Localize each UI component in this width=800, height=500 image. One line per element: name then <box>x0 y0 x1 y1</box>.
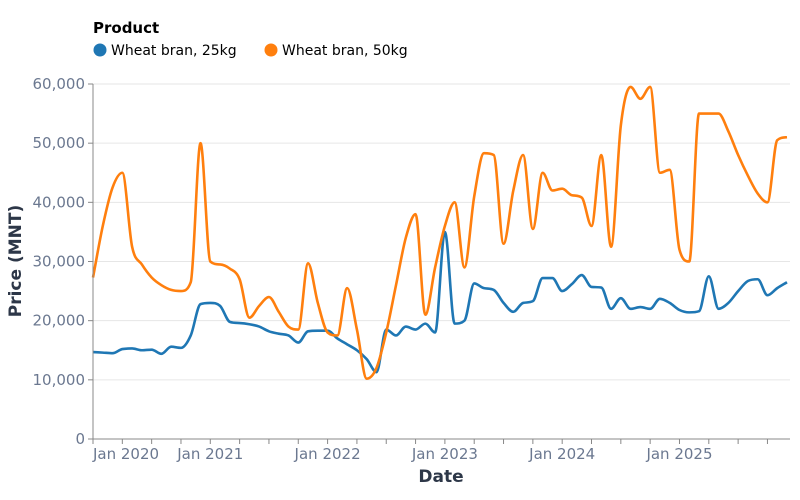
legend-label-25kg: Wheat bran, 25kg <box>111 43 237 59</box>
x-tick-label: Jan 2024 <box>528 445 595 463</box>
axes: 0 10,000 20,000 30,000 40,000 50,000 60,000 Jan… <box>33 75 790 463</box>
x-tick-label: Jan 2020 <box>92 445 159 463</box>
legend-title: Product <box>93 19 159 37</box>
legend-swatch-50kg <box>264 43 278 57</box>
y-tick-label: 30,000 <box>33 253 86 271</box>
y-tick-label: 10,000 <box>33 371 86 389</box>
y-tick-label: 20,000 <box>33 312 86 330</box>
legend-label-50kg: Wheat bran, 50kg <box>282 43 408 59</box>
x-tick-label: Jan 2021 <box>176 445 243 463</box>
y-tick-label: 60,000 <box>33 75 86 93</box>
x-axis-title: Date <box>418 467 463 487</box>
legend: Product Wheat bran, 25kg Wheat bran, 50k… <box>93 19 408 59</box>
series-lines <box>91 85 788 380</box>
series-line-25kg <box>92 230 788 374</box>
legend-swatch-25kg <box>93 43 107 57</box>
x-tick-label: Jan 2025 <box>645 445 712 463</box>
y-tick-label: 40,000 <box>33 193 86 211</box>
gridlines <box>93 83 790 381</box>
y-tick-label: 0 <box>75 430 85 448</box>
x-tick-label: Jan 2022 <box>294 445 361 463</box>
y-axis-title: Price (MNT) <box>6 205 26 317</box>
y-tick-label: 50,000 <box>33 134 86 152</box>
x-tick-label: Jan 2023 <box>411 445 478 463</box>
series-line-50kg <box>91 85 788 380</box>
